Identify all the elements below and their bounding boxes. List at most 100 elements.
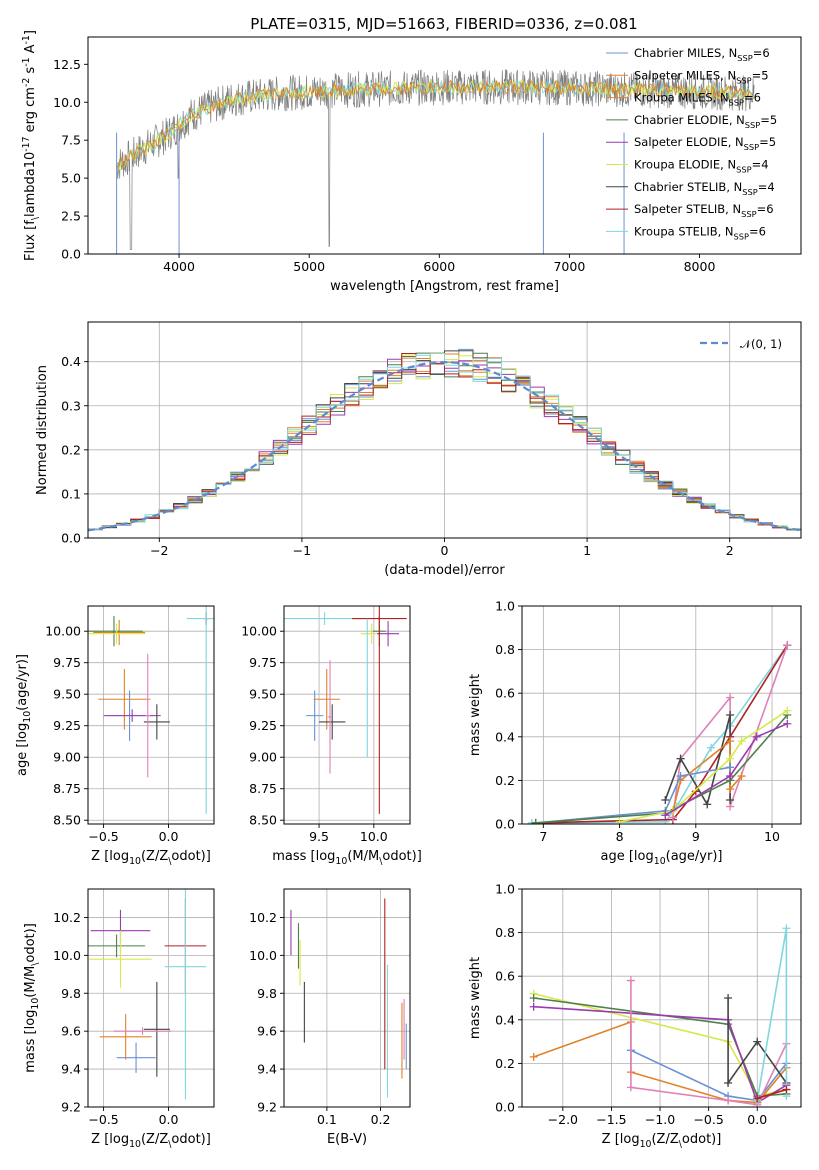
weight-marker [529,994,538,1002]
weight-line [531,644,788,824]
panel-age-z: −0.5 0.0 8.50 8.75 9.00 9.25 9.50 9.75 10.00 Z [l… [15,605,215,867]
spectrum-model-line [116,78,755,169]
weight-marker [726,763,735,772]
text-fragment: (age/yr)] [666,849,723,864]
text-fragment: =5 [760,113,777,127]
text-fragment: age [log [601,849,654,864]
y-tick-label: 0.2 [495,1056,515,1071]
y-tick-label: 10.2 [249,910,277,925]
y-tick-label: 9.2 [61,1100,81,1115]
text-fragment: (Z/Z [141,849,168,864]
y-tick-label: 10.0 [53,948,81,963]
text-fragment: \ [379,856,383,867]
text-fragment: \ [30,962,41,966]
y-tick-label: 9.4 [61,1062,81,1077]
plot-area [284,606,407,814]
text-fragment: -1 [21,35,32,44]
x-axis-label: Z [log10(Z/Z\odot)] [91,1132,211,1150]
x-tick-label: 9 [692,829,700,844]
text-fragment: \ [168,1139,172,1150]
y-axis-label: Flux [f\lambda10-17 erg cm-2 s-1 A-1] [21,30,41,261]
y-axis-label: mass weight [468,674,483,756]
y-tick-label: 2.5 [61,209,81,224]
text-fragment: Normed distribution [35,365,50,495]
y-tick-label: 0.4 [61,354,81,369]
text-fragment: =6 [749,224,766,238]
legend-label: Salpeter STELIB, NSSP=6 [634,202,774,219]
axes-frame [87,36,802,255]
plot-area [529,924,791,1107]
weight-marker [782,1085,791,1094]
text-fragment: =6 [744,91,761,105]
text-fragment: =4 [752,158,769,172]
weight-marker [753,1094,762,1103]
text-fragment: SSP [736,75,751,85]
x-tick-label: −1 [293,543,311,558]
text-fragment: (M/M [347,849,379,864]
y-tick-label: 10.2 [53,910,81,925]
legend-label: Salpeter ELODIE, NSSP=5 [634,135,776,152]
text-fragment: (Z/Z [651,1132,678,1147]
weight-marker [529,1002,538,1011]
y-tick-label: 0.8 [495,642,515,657]
text-fragment: Flux [f [23,220,38,261]
text-fragment: \ [168,856,172,867]
weight-marker [531,818,540,824]
plot-area [527,641,792,824]
text-fragment: odot [682,1132,711,1147]
weight-marker [703,800,712,809]
x-tick-label: −1.5 [596,1112,626,1127]
y-tick-label: 9.6 [61,1024,81,1039]
text-fragment: )] [412,849,422,864]
x-tick-label: 0.1 [317,1112,337,1127]
text-fragment: =6 [753,46,770,60]
legend-label: Kroupa STELIB, NSSP=6 [634,224,766,241]
weight-marker [737,772,746,781]
y-tick-label: 0.0 [495,1100,515,1115]
x-tick-label: −0.5 [693,1112,723,1127]
y-tick-label: 8.50 [53,813,81,828]
y-tick-label: 10.0 [249,948,277,963]
x-tick-label: 8000 [684,259,716,274]
text-fragment: erg cm [23,87,38,136]
weight-marker [529,1052,538,1061]
weight-marker [726,772,735,781]
weight-marker [726,737,735,746]
text-fragment: A [23,44,38,57]
weight-line [630,1049,788,1102]
plot-area [88,348,801,532]
text-fragment: SSP [744,142,759,152]
y-tick-label: 9.00 [249,750,277,765]
text-fragment: \ [679,1139,683,1150]
y-tick-label: 7.5 [61,133,81,148]
x-axis-label: E(B-V) [327,1132,367,1147]
y-tick-label: 1.0 [495,882,515,897]
text-fragment: 10 [129,1139,141,1150]
y-tick-label: 0.0 [495,817,515,832]
x-tick-label: 5000 [293,259,325,274]
text-fragment: Chabrier STELIB, N [634,180,742,194]
y-tick-label: 9.75 [249,655,277,670]
text-fragment: 10 [22,711,33,723]
text-fragment: odot [171,849,200,864]
weight-marker [661,796,670,805]
text-fragment: odot [23,933,38,962]
weight-marker [726,711,735,719]
panel-mass-z: −0.5 0.09.29.49.69.810.010.2Z [log10(Z/Z\… [23,888,215,1150]
axes-frame [87,888,215,1108]
text-fragment: SSP [742,187,757,197]
weight-line [727,998,788,1086]
x-tick-label: 8 [616,829,624,844]
text-fragment: SSP [734,231,749,241]
gaussian-curve [88,360,801,532]
y-tick-label: 0.1 [61,486,81,501]
y-tick-label: 9.2 [257,1100,277,1115]
x-tick-label: 0 [441,543,449,558]
weight-marker [726,693,735,702]
text-fragment: Salpeter STELIB, N [634,202,741,216]
weight-marker [615,817,624,824]
x-axis-label: Z [log10(Z/Z\odot)] [602,1132,722,1150]
y-tick-label: 8.75 [53,781,81,796]
panel-residuals: −2 −1 0 1 2 0.0 0.1 0.2 0.3 0.4 (data-model)/error… [35,321,802,578]
